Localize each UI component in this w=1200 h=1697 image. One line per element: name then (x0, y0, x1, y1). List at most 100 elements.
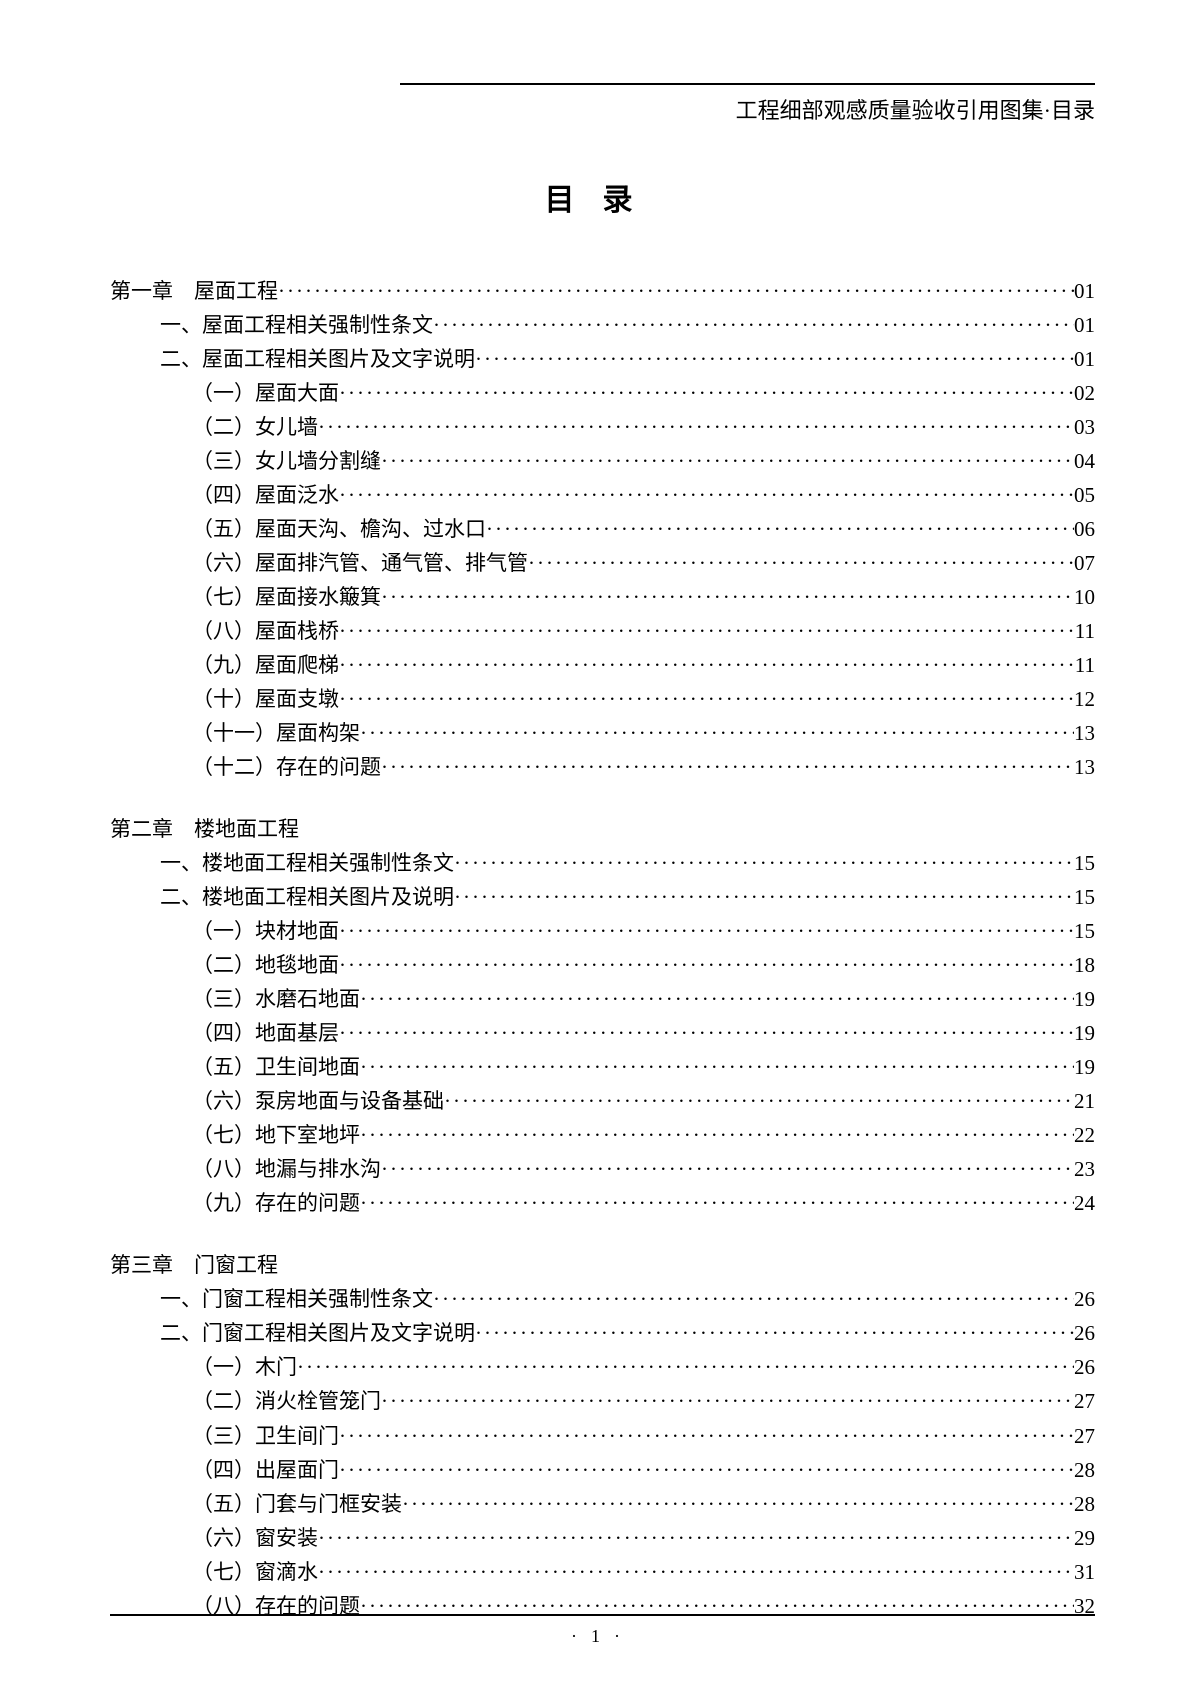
toc-page: 11 (1075, 648, 1095, 682)
toc-entry: （三）水磨石地面19 (192, 982, 1095, 1016)
toc-leaders (454, 846, 1074, 880)
toc-label: （九）存在的问题 (192, 1186, 360, 1220)
toc-entry: （五）卫生间地面19 (192, 1050, 1095, 1084)
toc-leaders (339, 478, 1074, 512)
toc-leaders (339, 1419, 1074, 1453)
toc-label: 二、门窗工程相关图片及文字说明 (160, 1316, 475, 1350)
toc-page: 13 (1074, 716, 1095, 750)
header-text: 工程细部观感质量验收引用图集·目录 (110, 93, 1095, 125)
toc-leaders (381, 750, 1074, 784)
toc-label: （六）屋面排汽管、通气管、排气管 (192, 546, 528, 580)
toc-leaders (454, 880, 1074, 914)
toc-page: 28 (1074, 1487, 1095, 1521)
toc-leaders (339, 914, 1074, 948)
toc-label: （二）消火栓管笼门 (192, 1384, 381, 1418)
toc-label: （一）块材地面 (192, 914, 339, 948)
toc-label: （一）木门 (192, 1350, 297, 1384)
toc-page: 10 (1074, 580, 1095, 614)
toc-page: 15 (1074, 846, 1095, 880)
toc-page: 26 (1074, 1350, 1095, 1384)
header-rule (400, 55, 1095, 85)
page-title: 目录 (110, 175, 1095, 219)
toc-label: （九）屋面爬梯 (192, 648, 339, 682)
toc-entry: （二）地毯地面18 (192, 948, 1095, 982)
toc-entry: 第二章 楼地面工程 (110, 812, 1095, 846)
toc-label: （十一）屋面构架 (192, 716, 360, 750)
toc-leaders (360, 1050, 1074, 1084)
toc-label: （八）屋面栈桥 (192, 614, 339, 648)
toc-label: （六）窗安装 (192, 1521, 318, 1555)
toc-leaders (360, 716, 1074, 750)
toc-entry: 二、门窗工程相关图片及文字说明26 (160, 1316, 1095, 1350)
toc-leaders (433, 1282, 1074, 1316)
toc-page: 19 (1074, 1016, 1095, 1050)
toc-page: 01 (1074, 274, 1095, 308)
toc-entry: （六）屋面排汽管、通气管、排气管 07 (192, 546, 1095, 580)
toc-entry: 一、门窗工程相关强制性条文26 (160, 1282, 1095, 1316)
toc-label: （八）地漏与排水沟 (192, 1152, 381, 1186)
toc-label: 一、楼地面工程相关强制性条文 (160, 846, 454, 880)
toc-entry: 一、楼地面工程相关强制性条文 15 (160, 846, 1095, 880)
toc-label: 第二章 楼地面工程 (110, 812, 299, 846)
toc-label: （十二）存在的问题 (192, 750, 381, 784)
toc-label: （三）卫生间门 (192, 1419, 339, 1453)
toc-entry: （十二）存在的问题 13 (192, 750, 1095, 784)
toc-page: 13 (1074, 750, 1095, 784)
toc-leaders (360, 982, 1074, 1016)
toc-label: （三）女儿墙分割缝 (192, 444, 381, 478)
toc-label: （四）地面基层 (192, 1016, 339, 1050)
toc-entry: （三）卫生间门 27 (192, 1419, 1095, 1453)
toc-entry: （二）女儿墙03 (192, 410, 1095, 444)
toc-leaders (339, 376, 1074, 410)
toc-entry: （四）出屋面门28 (192, 1453, 1095, 1487)
toc-page: 19 (1074, 1050, 1095, 1084)
toc-leaders (381, 1384, 1074, 1418)
toc-leaders (475, 342, 1074, 376)
toc-leaders (381, 444, 1074, 478)
toc-label: （五）屋面天沟、檐沟、过水口 (192, 512, 486, 546)
toc-label: （二）地毯地面 (192, 948, 339, 982)
toc-page: 01 (1074, 342, 1095, 376)
toc-page: 05 (1074, 478, 1095, 512)
toc-leaders (339, 648, 1075, 682)
toc-page: 22 (1074, 1118, 1095, 1152)
toc-entry: （十一）屋面构架 13 (192, 716, 1095, 750)
toc-leaders (381, 580, 1074, 614)
chapter-gap (110, 1220, 1095, 1248)
toc-entry: （九）屋面爬梯 11 (192, 648, 1095, 682)
chapter-gap (110, 784, 1095, 812)
toc-page: 21 (1074, 1084, 1095, 1118)
toc-label: （六）泵房地面与设备基础 (192, 1084, 444, 1118)
toc-page: 27 (1074, 1419, 1095, 1453)
toc-leaders (339, 948, 1074, 982)
toc-entry: （八）屋面栈桥 11 (192, 614, 1095, 648)
toc-label: 第一章 屋面工程 (110, 274, 278, 308)
toc-entry: （八）地漏与排水沟23 (192, 1152, 1095, 1186)
toc-page: 07 (1074, 546, 1095, 580)
toc-label: （一）屋面大面 (192, 376, 339, 410)
toc-page: 01 (1074, 308, 1095, 342)
toc-leaders (360, 1186, 1074, 1220)
toc-entry: （七）屋面接水簸箕10 (192, 580, 1095, 614)
toc-leaders (360, 1118, 1074, 1152)
toc-page: 11 (1075, 614, 1095, 648)
toc-leaders (339, 1453, 1074, 1487)
toc-leaders (475, 1316, 1074, 1350)
toc-entry: 二、楼地面工程相关图片及说明15 (160, 880, 1095, 914)
toc-page: 12 (1074, 682, 1095, 716)
toc-label: 一、屋面工程相关强制性条文 (160, 308, 433, 342)
toc-leaders (444, 1084, 1074, 1118)
toc-label: （七）窗滴水 (192, 1555, 318, 1589)
toc-label: 二、屋面工程相关图片及文字说明 (160, 342, 475, 376)
toc-leaders (433, 308, 1074, 342)
toc-entry: （二）消火栓管笼门27 (192, 1384, 1095, 1418)
toc-label: （五）门套与门框安装 (192, 1487, 402, 1521)
toc-entry: （四）屋面泛水05 (192, 478, 1095, 512)
toc-label: （三）水磨石地面 (192, 982, 360, 1016)
toc-page: 29 (1074, 1521, 1095, 1555)
toc-page: 15 (1074, 914, 1095, 948)
toc-entry: 一、屋面工程相关强制性条文 01 (160, 308, 1095, 342)
toc-leaders (278, 274, 1074, 308)
table-of-contents: 第一章 屋面工程 01 一、屋面工程相关强制性条文 01 二、屋面工程相关图片及文字说明… (110, 274, 1095, 1623)
toc-entry: （一）木门 26 (192, 1350, 1095, 1384)
